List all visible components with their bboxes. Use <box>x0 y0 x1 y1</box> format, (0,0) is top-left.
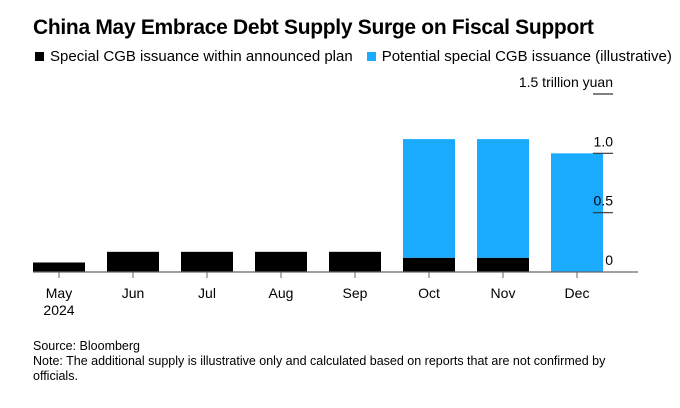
bar-oct-series-1 <box>403 139 455 258</box>
x-tick-label-jul: Jul <box>198 285 216 301</box>
y-tick-label-1: 1.0 <box>594 133 614 149</box>
x-tick-label-sep: Sep <box>343 285 368 301</box>
x-tick-label-aug: Aug <box>269 285 294 301</box>
footer: Source: Bloomberg Note: The additional s… <box>33 339 653 384</box>
bar-nov-series-1 <box>477 139 529 258</box>
bar-may-series-0 <box>33 262 85 272</box>
legend-swatch-blue <box>366 52 376 61</box>
source-text: Source: Bloomberg <box>33 339 141 353</box>
x-tick-label-jun: Jun <box>122 285 145 301</box>
bar-jun-series-0 <box>107 251 159 272</box>
bar-oct-series-0 <box>403 257 455 272</box>
bar-jul-series-0 <box>181 251 233 272</box>
y-tick-label-0_5: 0.5 <box>594 193 614 209</box>
bar-nov-series-0 <box>477 257 529 272</box>
legend-label-within-plan: Special CGB issuance within announced pl… <box>50 48 353 65</box>
legend-swatch-black <box>35 52 44 61</box>
bar-sep-series-0 <box>329 251 381 272</box>
x-tick-label-nov: Nov <box>491 285 516 301</box>
note-text: Note: The additional supply is illustrat… <box>33 354 606 383</box>
legend-item-potential: Potential special CGB issuance (illustra… <box>366 48 672 65</box>
legend: Special CGB issuance within announced pl… <box>35 48 672 65</box>
x-tick-label-oct: Oct <box>418 285 440 301</box>
x-tick-label-may: May <box>46 285 72 301</box>
legend-item-within-plan: Special CGB issuance within announced pl… <box>35 48 353 65</box>
x-tick-sublabel-may: 2024 <box>43 302 74 318</box>
y-tick-label-1_5: 1.5 trillion yuan <box>519 74 613 90</box>
legend-label-potential: Potential special CGB issuance (illustra… <box>381 48 672 65</box>
y-tick-label-0: 0 <box>605 252 613 268</box>
bar-aug-series-0 <box>255 251 307 272</box>
x-tick-label-dec: Dec <box>565 285 590 301</box>
chart-title: China May Embrace Debt Supply Surge on F… <box>33 16 594 39</box>
